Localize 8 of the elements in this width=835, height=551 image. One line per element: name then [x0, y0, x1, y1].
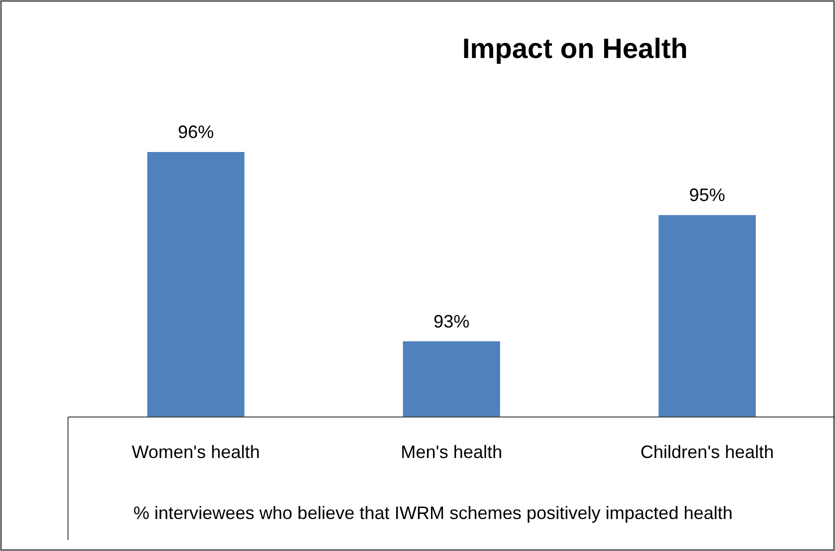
data-label: 96% — [178, 122, 214, 142]
data-label: 95% — [689, 185, 726, 206]
x-tick-label: Women's health — [132, 442, 260, 462]
chart-title: Impact on Health — [462, 33, 688, 64]
x-tick-label: Children's health — [640, 442, 774, 462]
x-axis-title: % interviewees who believe that IWRM schemes positively impacted health — [133, 503, 733, 523]
data-label: 93% — [433, 311, 470, 332]
x-tick-label: Men's health — [400, 442, 502, 462]
